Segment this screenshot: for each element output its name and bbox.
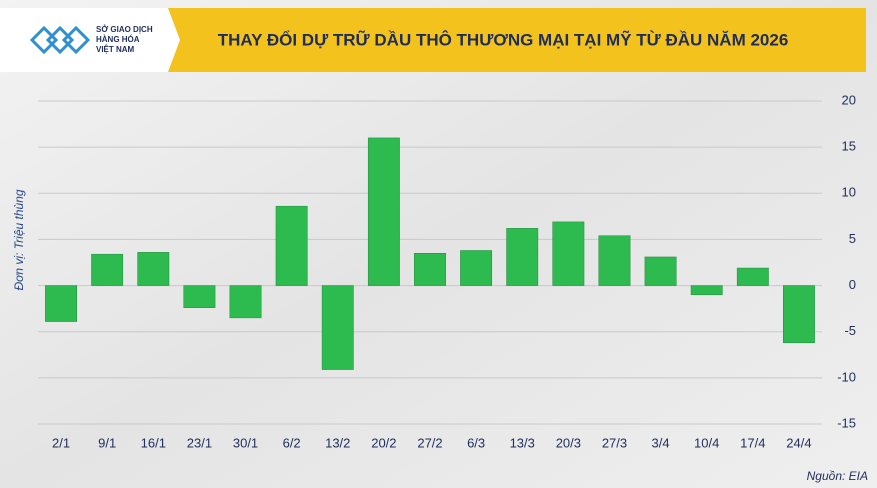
logo-text: VIỆT NAM [96, 45, 135, 54]
bar [736, 267, 769, 286]
bar [367, 137, 400, 286]
title-banner [168, 8, 866, 72]
y-tick-label: 10 [842, 185, 856, 200]
bar [506, 228, 539, 286]
x-tick-label: 23/1 [187, 435, 212, 450]
bar [45, 285, 77, 322]
bar [137, 252, 170, 286]
logo-icon [29, 25, 91, 55]
bar [275, 205, 308, 286]
y-axis-label: Đơn vị: Triệu thùng [12, 189, 26, 290]
y-tick-label: 15 [842, 139, 856, 154]
bar [552, 221, 585, 286]
y-tick-label: -15 [837, 415, 856, 430]
y-tick-label: -10 [837, 369, 856, 384]
y-tick-label: 5 [849, 231, 856, 246]
y-tick-label: -5 [844, 323, 856, 338]
x-tick-label: 9/1 [98, 435, 116, 450]
bar [321, 285, 354, 370]
source: Nguồn: EIA [807, 469, 868, 483]
x-tick-label: 6/3 [467, 435, 485, 450]
x-tick-label: 17/4 [740, 435, 765, 450]
bar [783, 285, 815, 344]
x-tick-label: 10/4 [694, 435, 719, 450]
x-tick-label: 20/2 [371, 435, 396, 450]
y-tick-label: 0 [849, 277, 856, 292]
logo-text: SỞ GIAO DỊCH [96, 25, 153, 34]
chart-title: THAY ĐỔI DỰ TRỮ DẦU THÔ THƯƠNG MẠI TẠI M… [218, 29, 789, 49]
x-tick-label: 3/4 [652, 435, 670, 450]
bar [598, 235, 631, 286]
x-tick-label: 27/3 [602, 435, 627, 450]
x-tick-label: 16/1 [141, 435, 166, 450]
bar [460, 250, 493, 286]
x-tick-label: 27/2 [417, 435, 442, 450]
bar [229, 285, 262, 319]
x-tick-label: 30/1 [233, 435, 258, 450]
x-tick-label: 13/3 [510, 435, 535, 450]
logo-text: HÀNG HÓA [96, 35, 140, 44]
y-tick-label: 20 [842, 92, 856, 107]
bar [91, 253, 124, 286]
bar [644, 256, 677, 286]
x-tick-label: 6/2 [283, 435, 301, 450]
bar [690, 285, 723, 296]
x-tick-label: 20/3 [556, 435, 581, 450]
bar [183, 285, 216, 308]
x-tick-label: 24/4 [786, 435, 811, 450]
x-tick-label: 2/1 [52, 435, 70, 450]
x-tick-label: 13/2 [325, 435, 350, 450]
bar [414, 253, 446, 286]
